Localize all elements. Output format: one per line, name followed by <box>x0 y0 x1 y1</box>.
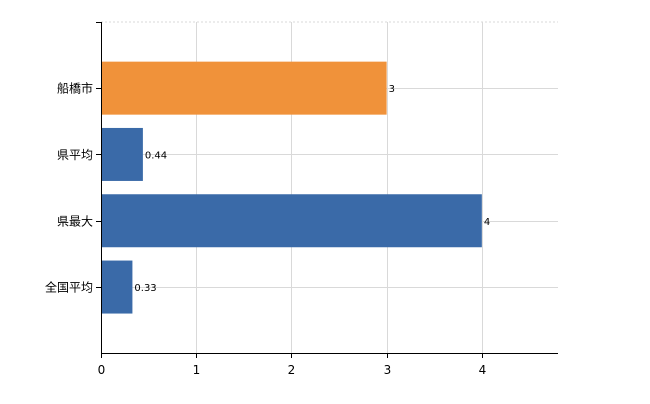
bars <box>101 61 482 314</box>
axes <box>96 22 558 358</box>
labels: 3 船橋市 0.44 県平均 4 県最大 0.33 全国平均 0 1 2 3 4 <box>45 81 490 377</box>
bar-船橋市 <box>101 61 387 115</box>
x-tick-label-4: 4 <box>479 363 487 377</box>
category-label-全国平均: 全国平均 <box>45 280 93 295</box>
category-label-県最大: 県最大 <box>57 214 93 228</box>
x-tick-label-3: 3 <box>384 363 392 377</box>
bar-県平均 <box>101 127 143 181</box>
category-label-船橋市: 船橋市 <box>57 81 93 96</box>
bar-県最大 <box>101 194 482 248</box>
data-label-県平均: 0.44 <box>145 150 167 161</box>
category-label-県平均: 県平均 <box>57 148 93 162</box>
bar-全国平均 <box>101 260 133 314</box>
data-label-県最大: 4 <box>484 217 490 228</box>
data-label-船橋市: 3 <box>389 84 395 95</box>
x-tick-label-2: 2 <box>288 363 296 377</box>
x-tick-label-0: 0 <box>98 363 106 377</box>
data-label-全国平均: 0.33 <box>134 283 156 294</box>
x-tick-label-1: 1 <box>193 363 201 377</box>
